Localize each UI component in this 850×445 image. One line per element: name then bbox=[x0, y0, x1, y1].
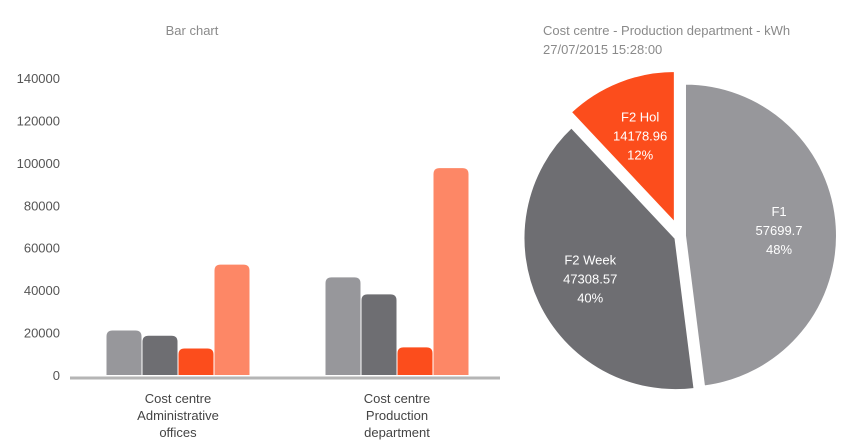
bar-category-labels: Cost centre Administrative offices Cost cen… bbox=[137, 391, 430, 440]
bar-y-tick-label: 100000 bbox=[17, 156, 60, 171]
bar[interactable] bbox=[142, 335, 178, 375]
pie-slice-label: 40% bbox=[577, 290, 603, 305]
pie-slice-label: 57699.7 bbox=[756, 223, 803, 238]
bar-series-bars[interactable] bbox=[106, 168, 469, 375]
pie-slice-labels: F1 57699.7 48% F2 Week 47308.57 40% F2 Hol 1417… bbox=[563, 109, 802, 305]
bar-y-tick-label: 140000 bbox=[17, 71, 60, 86]
pie-slice[interactable] bbox=[522, 126, 696, 392]
bar-y-tick-label: 60000 bbox=[24, 241, 60, 256]
bar[interactable] bbox=[106, 330, 142, 375]
bar-category-label: Production bbox=[366, 408, 428, 423]
pie-slice-label: 48% bbox=[766, 242, 792, 257]
bar-y-axis-ticks: 0 20000 40000 60000 80000 100000 120000 140000 bbox=[17, 71, 60, 383]
pie-slices[interactable] bbox=[522, 69, 838, 392]
bar[interactable] bbox=[361, 294, 397, 375]
bar-category-label: department bbox=[364, 425, 430, 440]
bar-y-tick-label: 40000 bbox=[24, 283, 60, 298]
bar-category-label: offices bbox=[159, 425, 197, 440]
pie-slice[interactable] bbox=[683, 82, 838, 388]
pie-slice-label: 12% bbox=[627, 147, 653, 162]
pie-slice-label: F1 bbox=[771, 204, 786, 219]
pie-chart-title: Cost centre - Production department - kW… bbox=[543, 23, 790, 38]
bar-category-label: Cost centre bbox=[364, 391, 430, 406]
bar-chart-title: Bar chart bbox=[166, 23, 219, 38]
bar[interactable] bbox=[433, 168, 469, 375]
bar[interactable] bbox=[325, 277, 361, 375]
bar-y-tick-label: 0 bbox=[53, 368, 60, 383]
pie-slice-label: F2 Hol bbox=[621, 109, 659, 124]
pie-slice-label: 47308.57 bbox=[563, 271, 617, 286]
bar-y-tick-label: 80000 bbox=[24, 198, 60, 213]
bar-y-tick-label: 20000 bbox=[24, 326, 60, 341]
bar[interactable] bbox=[178, 348, 214, 375]
pie-chart: Cost centre - Production department - kW… bbox=[522, 23, 838, 392]
pie-chart-subtitle: 27/07/2015 15:28:00 bbox=[543, 42, 662, 57]
bar-y-tick-label: 120000 bbox=[17, 113, 60, 128]
bar-category-label: Administrative bbox=[137, 408, 219, 423]
pie-slice-label: F2 Week bbox=[564, 252, 616, 267]
bar-chart: Bar chart 0 20000 40000 60000 80000 100000 120… bbox=[17, 23, 500, 440]
pie-slice-label: 14178.96 bbox=[613, 128, 667, 143]
bar[interactable] bbox=[214, 264, 250, 375]
bar[interactable] bbox=[397, 347, 433, 375]
pie-slice[interactable] bbox=[569, 69, 676, 224]
bar-category-label: Cost centre bbox=[145, 391, 211, 406]
